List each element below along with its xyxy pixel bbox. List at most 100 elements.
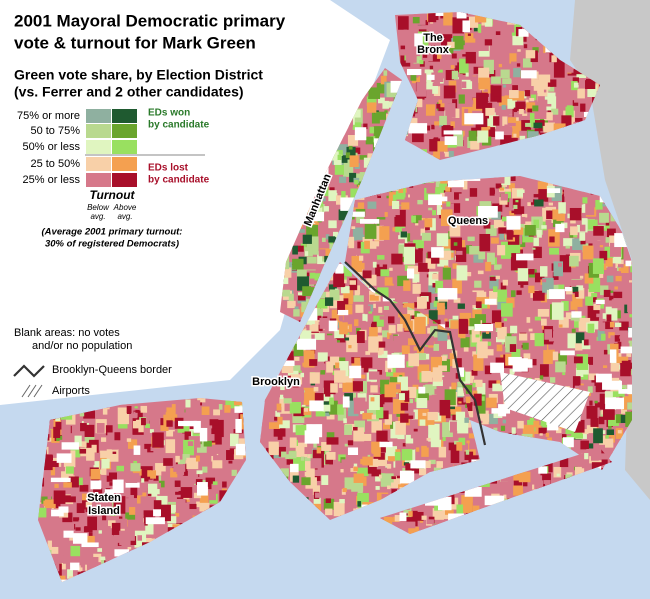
district: [383, 221, 389, 229]
district: [125, 482, 138, 499]
district: [443, 265, 449, 269]
blank-area: [602, 380, 622, 390]
district: [460, 337, 470, 348]
district: [571, 328, 576, 333]
district: [609, 321, 615, 328]
blank-area: [464, 113, 484, 125]
district: [556, 424, 562, 434]
district: [493, 176, 505, 184]
district: [485, 224, 497, 236]
district: [353, 295, 364, 302]
district: [449, 219, 461, 237]
district: [619, 336, 623, 339]
district: [529, 417, 534, 423]
district: [213, 409, 221, 416]
district: [347, 135, 359, 146]
district: [65, 523, 75, 530]
district: [510, 290, 516, 297]
district: [328, 284, 337, 291]
district: [574, 314, 580, 322]
district: [439, 399, 451, 416]
district: [366, 95, 377, 106]
district: [166, 449, 176, 465]
district: [346, 146, 356, 160]
district: [397, 16, 409, 30]
district: [366, 474, 376, 488]
district: [471, 370, 478, 376]
district: [515, 101, 526, 109]
district: [458, 437, 466, 446]
district: [425, 336, 434, 346]
district: [586, 405, 598, 419]
legend-note: 30% of registered Democrats): [45, 239, 179, 250]
district: [530, 333, 535, 341]
district: [498, 96, 507, 107]
district: [493, 427, 498, 432]
district: [419, 60, 424, 65]
district: [87, 516, 98, 531]
blank-area: [448, 513, 465, 522]
district: [626, 402, 632, 418]
district: [325, 390, 331, 397]
district: [262, 392, 274, 402]
district: [391, 253, 403, 265]
district: [280, 289, 291, 297]
district: [533, 246, 542, 259]
district: [533, 237, 539, 246]
district: [465, 51, 476, 64]
district: [297, 275, 309, 291]
blank-area: [104, 489, 114, 501]
district: [391, 517, 396, 522]
district: [517, 420, 524, 429]
district: [528, 328, 533, 332]
district: [303, 387, 316, 406]
district: [591, 294, 597, 303]
district: [69, 499, 78, 511]
district: [425, 384, 437, 395]
district: [197, 398, 206, 403]
blank-area: [406, 68, 422, 76]
district: [532, 105, 539, 112]
district: [414, 316, 426, 334]
district: [55, 466, 65, 481]
district: [260, 433, 270, 443]
district: [407, 338, 416, 346]
district: [55, 417, 61, 422]
district: [477, 130, 489, 143]
district: [497, 297, 509, 310]
district: [530, 424, 542, 435]
district: [477, 341, 488, 359]
district: [538, 66, 550, 82]
blank-area: [349, 365, 362, 379]
district: [219, 490, 228, 502]
district: [412, 274, 420, 283]
district: [418, 31, 429, 49]
district: [100, 437, 107, 442]
district: [149, 429, 154, 433]
district: [559, 324, 563, 328]
district: [508, 183, 515, 192]
district: [362, 270, 372, 279]
district: [521, 110, 527, 114]
district: [46, 471, 51, 477]
district: [473, 379, 483, 388]
district: [467, 236, 475, 242]
district: [440, 209, 453, 227]
district: [516, 189, 525, 197]
district: [542, 473, 551, 487]
district: [287, 264, 297, 271]
district: [405, 233, 413, 242]
district: [524, 224, 536, 236]
district: [527, 269, 535, 275]
district: [173, 431, 182, 439]
district: [486, 397, 497, 408]
district: [218, 446, 223, 451]
district: [599, 250, 608, 261]
blank-area: [628, 327, 632, 338]
district: [393, 398, 405, 414]
district: [605, 434, 609, 439]
blank-area: [521, 70, 537, 79]
district: [356, 467, 369, 477]
district: [541, 325, 546, 330]
district: [330, 342, 340, 351]
